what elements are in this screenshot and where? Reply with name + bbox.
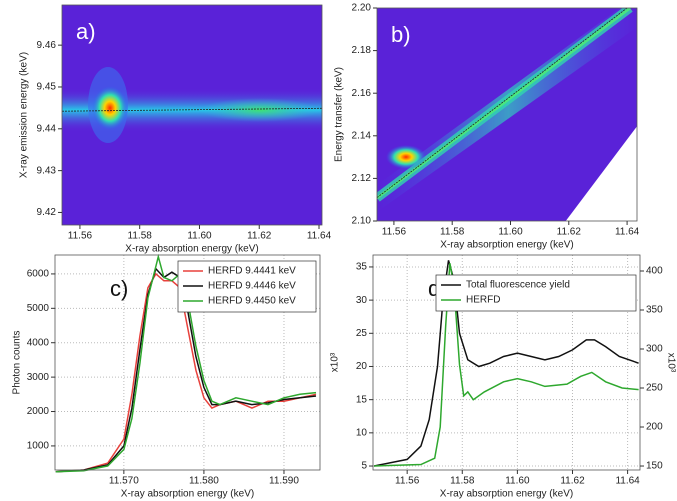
- y2-tick-label: 300: [646, 344, 663, 355]
- y-tick-label: 9.42: [37, 207, 57, 218]
- y-tick-label: 35: [356, 262, 368, 273]
- y-tick-label: 2.18: [352, 45, 372, 56]
- x-axis-title: X-ray absorption energy (keV): [440, 240, 573, 251]
- x-axis-title: X-ray absorption energy (keV): [125, 244, 258, 255]
- y-axis-title: Photon counts: [12, 331, 23, 395]
- y-tick-label: 30: [356, 295, 368, 306]
- x-tick-label: 11.590: [269, 476, 299, 487]
- y-tick-label: 15: [356, 394, 368, 405]
- y-tick-label: 2.16: [352, 88, 372, 99]
- legend-label: HERFD 9.4441 keV: [208, 266, 296, 277]
- panel-label: c): [110, 276, 128, 301]
- y-tick-label: 1000: [27, 441, 50, 452]
- panel-label: a): [76, 19, 96, 44]
- y-tick-label: 9.46: [37, 40, 57, 51]
- y2-axis-title: x10³: [665, 353, 676, 373]
- x-tick-label: 11.64: [615, 227, 640, 238]
- series-line: [373, 260, 639, 467]
- legend-label: HERFD: [466, 295, 500, 306]
- x-tick-label: 11.580: [189, 476, 219, 487]
- x-tick-label: 11.570: [109, 476, 139, 487]
- y2-tick-label: 400: [646, 266, 663, 277]
- y-tick-label: 2000: [27, 406, 50, 417]
- y-axis-title: Energy transfer (keV): [334, 67, 345, 162]
- y-tick-label: 10: [356, 427, 368, 438]
- y2-tick-label: 200: [646, 422, 663, 433]
- x-tick-label: 11.62: [560, 476, 585, 487]
- x-tick-label: 11.64: [615, 476, 640, 487]
- y-tick-label: 5: [361, 461, 367, 472]
- legend-label: HERFD 9.4446 keV: [208, 281, 296, 292]
- x-tick-label: 11.56: [382, 227, 407, 238]
- series-line: [374, 263, 639, 467]
- panel-label: b): [391, 22, 411, 47]
- y-tick-label: 20: [356, 361, 368, 372]
- x-tick-label: 11.62: [557, 227, 582, 238]
- x-tick-label: 11.58: [450, 476, 475, 487]
- y-tick-label: 3000: [27, 372, 50, 383]
- y-tick-label: 2.20: [352, 3, 372, 14]
- y-tick-label: 4000: [27, 337, 50, 348]
- x-tick-label: 11.60: [498, 227, 523, 238]
- x-tick-label: 11.56: [68, 231, 93, 242]
- y-tick-label: 9.44: [37, 123, 57, 134]
- x-tick-label: 11.58: [128, 231, 153, 242]
- plot-frame: [372, 254, 641, 471]
- x-axis-title: X-ray absorption energy (keV): [440, 489, 573, 500]
- y-tick-label: 6000: [27, 269, 50, 280]
- x-tick-label: 11.64: [307, 231, 332, 242]
- y-tick-label: 2.14: [352, 130, 372, 141]
- heatmap-b: [377, 8, 637, 221]
- y-tick-label: 9.43: [37, 165, 57, 176]
- y-tick-label: 25: [356, 328, 368, 339]
- guide-line: [61, 107, 323, 112]
- y-tick-label: 5000: [27, 303, 50, 314]
- y2-tick-label: 150: [646, 461, 663, 472]
- y-tick-label: 2.10: [352, 216, 372, 227]
- guide-line: [376, 7, 628, 198]
- legend-label: Total fluorescence yield: [466, 280, 570, 291]
- legend-label: HERFD 9.4450 keV: [208, 296, 296, 307]
- y-tick-label: 9.45: [37, 82, 57, 93]
- x-tick-label: 11.62: [247, 231, 272, 242]
- x-axis-title: X-ray absorption energy (keV): [121, 489, 254, 500]
- y-axis-title: X-ray emission energy (keV): [19, 52, 30, 178]
- plot-frame: [376, 7, 638, 222]
- y2-tick-label: 250: [646, 383, 663, 394]
- y-axis-title: x10³: [330, 352, 341, 372]
- legend-box: [435, 274, 637, 312]
- heatmap-a: [62, 5, 322, 225]
- x-tick-label: 11.56: [395, 476, 420, 487]
- x-tick-label: 11.60: [187, 231, 212, 242]
- plot-frame: [54, 254, 321, 471]
- y-tick-label: 2.12: [352, 173, 372, 184]
- y2-tick-label: 350: [646, 305, 663, 316]
- x-tick-label: 11.60: [505, 476, 530, 487]
- x-tick-label: 11.58: [440, 227, 465, 238]
- plot-frame: [61, 4, 323, 226]
